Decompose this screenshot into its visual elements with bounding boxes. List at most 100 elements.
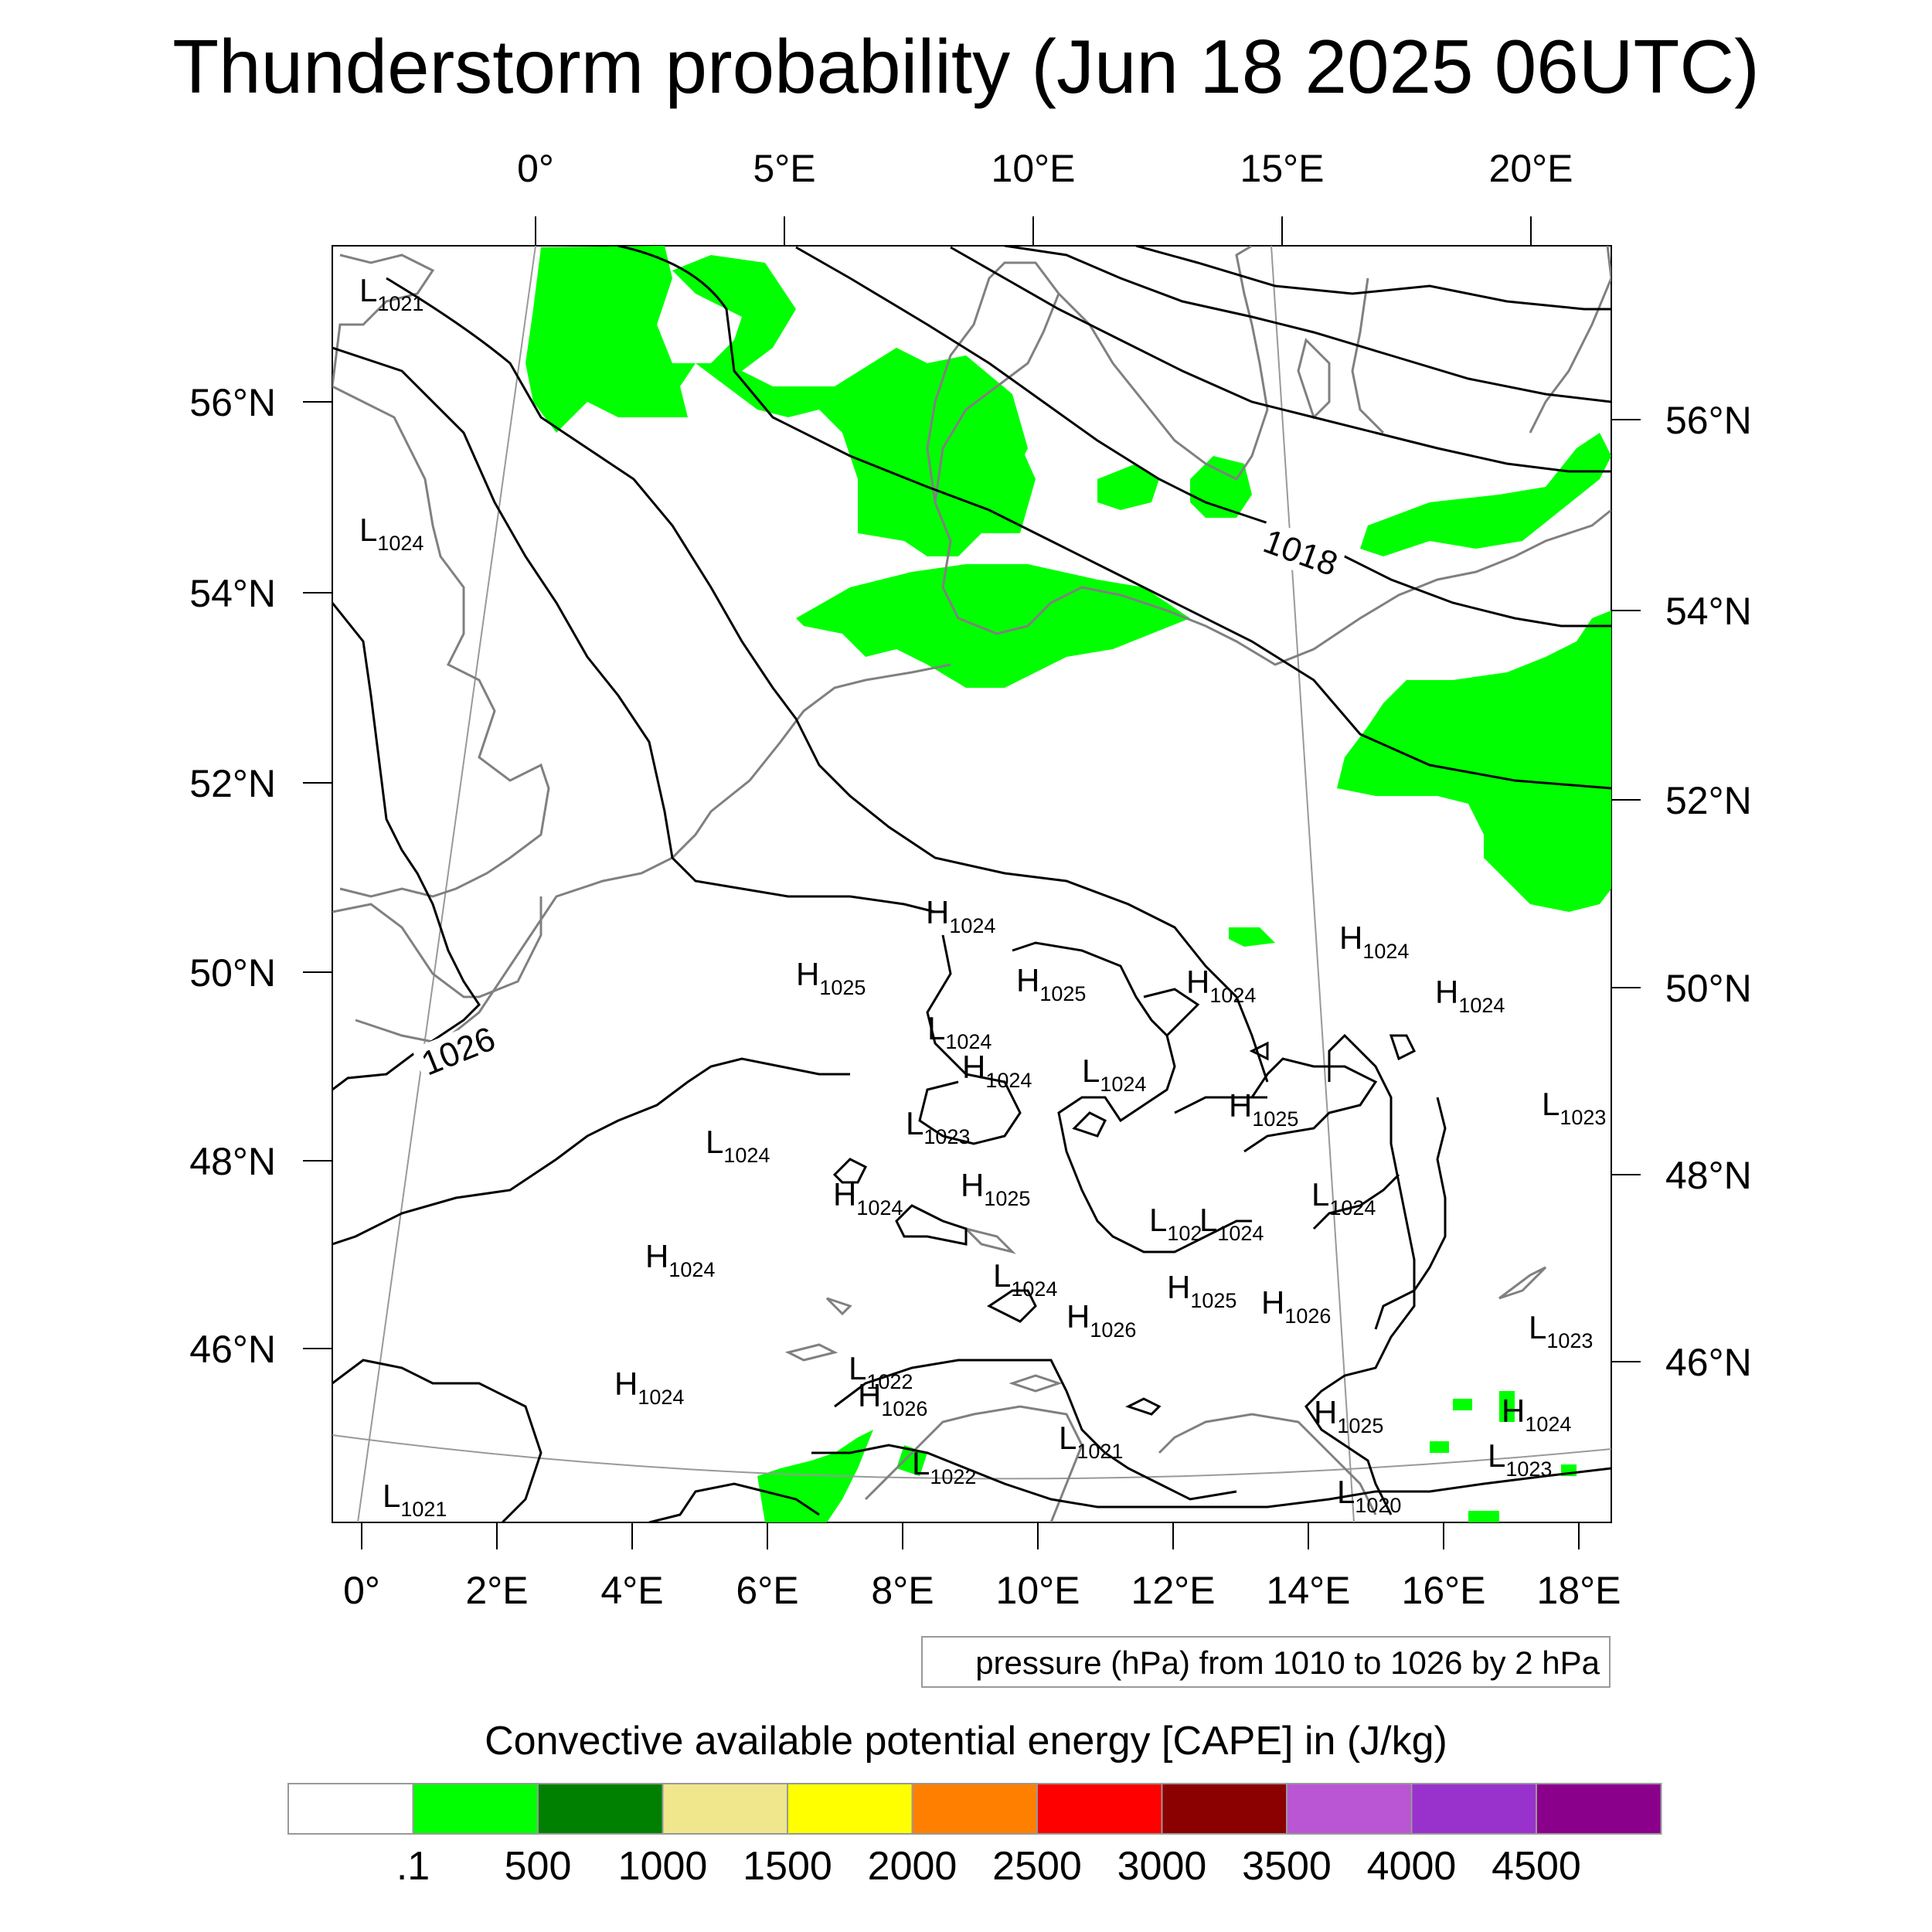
colorbar-swatch bbox=[911, 1783, 1038, 1835]
isobar-ring-1 bbox=[1389, 1034, 1417, 1061]
cape-area-czech bbox=[1229, 927, 1275, 947]
cape-area-sweden-south bbox=[920, 355, 1028, 510]
lakes bbox=[784, 1226, 1547, 1393]
low-pressure-center: L1023 bbox=[1488, 1437, 1552, 1481]
coastlines bbox=[332, 246, 1611, 1522]
colorbar-swatch bbox=[1536, 1783, 1662, 1835]
high-pressure-center: H1024 bbox=[1435, 974, 1505, 1017]
top-lon-tick-20e: 20°E bbox=[1489, 147, 1573, 190]
isobar-1026-south bbox=[332, 1057, 850, 1246]
low-pressure-center: L1021 bbox=[383, 1478, 447, 1521]
colorbar-label: 2000 bbox=[868, 1844, 957, 1889]
cape-area-germany-north bbox=[796, 564, 1190, 688]
meridian-15e bbox=[1270, 246, 1355, 1522]
right-lat-labels: 56°N 54°N 52°N 50°N 48°N 46°N bbox=[1665, 399, 1752, 1384]
right-lat-tick-52n: 52°N bbox=[1665, 779, 1752, 822]
tick-marks bbox=[303, 216, 1641, 1549]
colorbar-swatch bbox=[1161, 1783, 1287, 1835]
bottom-lon-tick-8e: 8°E bbox=[871, 1569, 934, 1612]
high-pressure-center: H1025 bbox=[1016, 962, 1086, 1005]
left-lat-tick-54n: 54°N bbox=[189, 572, 276, 615]
isobar-central-2 bbox=[1012, 941, 1252, 1253]
isobar-ring-4 bbox=[832, 1158, 868, 1184]
lake-4 bbox=[1498, 1266, 1547, 1300]
bottom-lon-tick-6e: 6°E bbox=[736, 1569, 798, 1612]
low-pressure-center: L1023 bbox=[1542, 1086, 1606, 1129]
colorbar-label: 4500 bbox=[1492, 1844, 1581, 1889]
low-pressure-center: L1020 bbox=[1337, 1474, 1401, 1517]
bottom-lon-tick-16e: 16°E bbox=[1402, 1569, 1486, 1612]
colorbar-swatch bbox=[412, 1783, 539, 1835]
colorbar-label: 2500 bbox=[992, 1844, 1082, 1889]
coast-france-north bbox=[355, 663, 951, 1045]
bottom-lon-tick-14e: 14°E bbox=[1267, 1569, 1351, 1612]
coast-sweden bbox=[1057, 246, 1269, 481]
coast-adriatic bbox=[1158, 1413, 1377, 1515]
contour-info-box: pressure (hPa) from 1010 to 1026 by 2 hP… bbox=[921, 1636, 1611, 1688]
right-lat-tick-54n: 54°N bbox=[1665, 590, 1752, 633]
coast-italy-north bbox=[864, 1405, 1083, 1522]
low-pressure-center: L1024 bbox=[1199, 1202, 1264, 1245]
bottom-lon-labels: 0° 2°E 4°E 6°E 8°E 10°E 12°E 14°E 16°E 1… bbox=[343, 1569, 1621, 1612]
isobar-central-5 bbox=[1174, 1096, 1267, 1114]
bottom-lon-tick-18e: 18°E bbox=[1537, 1569, 1621, 1612]
high-pressure-center: H1024 bbox=[645, 1238, 715, 1281]
high-pressure-center: H1025 bbox=[1229, 1087, 1298, 1131]
colorbar-swatch bbox=[662, 1783, 788, 1835]
colorbar-swatch bbox=[1410, 1783, 1537, 1835]
isobars bbox=[332, 246, 1611, 1522]
colorbar-swatch bbox=[787, 1783, 913, 1835]
coast-scotland bbox=[332, 253, 550, 898]
isobar-ring-6 bbox=[987, 1289, 1037, 1323]
low-pressure-center: L1023 bbox=[1529, 1309, 1593, 1352]
low-pressure-center: L1021 bbox=[359, 272, 423, 315]
low-pressure-center: L1024 bbox=[359, 512, 423, 555]
graticule bbox=[332, 246, 1611, 1522]
low-pressure-center: L1023 bbox=[906, 1105, 970, 1148]
bottom-lon-tick-2e: 2°E bbox=[465, 1569, 528, 1612]
isobar-alps-3 bbox=[834, 1359, 1237, 1501]
isobar-central-8 bbox=[1374, 1097, 1447, 1330]
lake-1 bbox=[1009, 1374, 1063, 1393]
left-lat-tick-48n: 48°N bbox=[189, 1140, 276, 1183]
left-lat-tick-46n: 46°N bbox=[189, 1328, 276, 1371]
isobar-central-4 bbox=[1243, 1057, 1378, 1153]
cape-area-alps-mid bbox=[896, 1445, 927, 1476]
high-pressure-center: H1024 bbox=[1502, 1393, 1571, 1436]
isobar-alps-2 bbox=[648, 1482, 820, 1522]
isobar-alps-4 bbox=[811, 1444, 1611, 1509]
isobar-wide bbox=[386, 277, 1269, 1083]
coast-gotland bbox=[1297, 338, 1331, 420]
lake-5 bbox=[825, 1297, 852, 1316]
colorbar-title: Convective available potential energy [C… bbox=[485, 1719, 1447, 1764]
colorbar-label: 500 bbox=[505, 1844, 572, 1889]
colorbar: .1 500 1000 1500 2000 2500 3000 3500 4000 4500 bbox=[287, 1783, 1662, 1889]
lake-2 bbox=[784, 1343, 838, 1362]
low-pressure-center: L102 bbox=[1149, 1202, 1202, 1245]
low-pressure-center: L1024 bbox=[706, 1124, 770, 1167]
isobar-west-1 bbox=[332, 346, 936, 913]
right-lat-tick-48n: 48°N bbox=[1665, 1154, 1752, 1197]
colorbar-label: 3000 bbox=[1117, 1844, 1207, 1889]
isobar-north-3 bbox=[950, 246, 1611, 473]
isobar-north-4 bbox=[1004, 246, 1611, 403]
top-lon-tick-5e: 5°E bbox=[753, 147, 815, 190]
high-pressure-center: H1024 bbox=[1339, 920, 1409, 963]
colorbar-swatch bbox=[1036, 1783, 1163, 1835]
pressure-centers: L1021 L1024 H1024 H1025 H1025 H1024 H1024 H1024… bbox=[359, 272, 1606, 1521]
low-pressure-center: L1024 bbox=[993, 1257, 1057, 1301]
high-pressure-center: H1025 bbox=[1167, 1269, 1236, 1312]
isobar-ring-2 bbox=[1249, 1041, 1269, 1061]
isobar-central-6 bbox=[1312, 1173, 1400, 1230]
lake-3 bbox=[962, 1226, 1016, 1254]
coast-england-south bbox=[332, 896, 543, 998]
high-pressure-center: H1024 bbox=[614, 1366, 684, 1409]
low-pressure-center: L1022 bbox=[849, 1350, 913, 1393]
isobar-ring-7 bbox=[1125, 1397, 1162, 1416]
low-pressure-center: L1022 bbox=[912, 1445, 976, 1488]
cape-area-balkan-2 bbox=[1499, 1391, 1515, 1422]
top-lon-tick-0: 0° bbox=[517, 147, 554, 190]
bottom-lon-tick-10e: 10°E bbox=[996, 1569, 1080, 1612]
low-pressure-center: L1024 bbox=[1082, 1053, 1146, 1096]
high-pressure-center: H1026 bbox=[858, 1377, 927, 1420]
